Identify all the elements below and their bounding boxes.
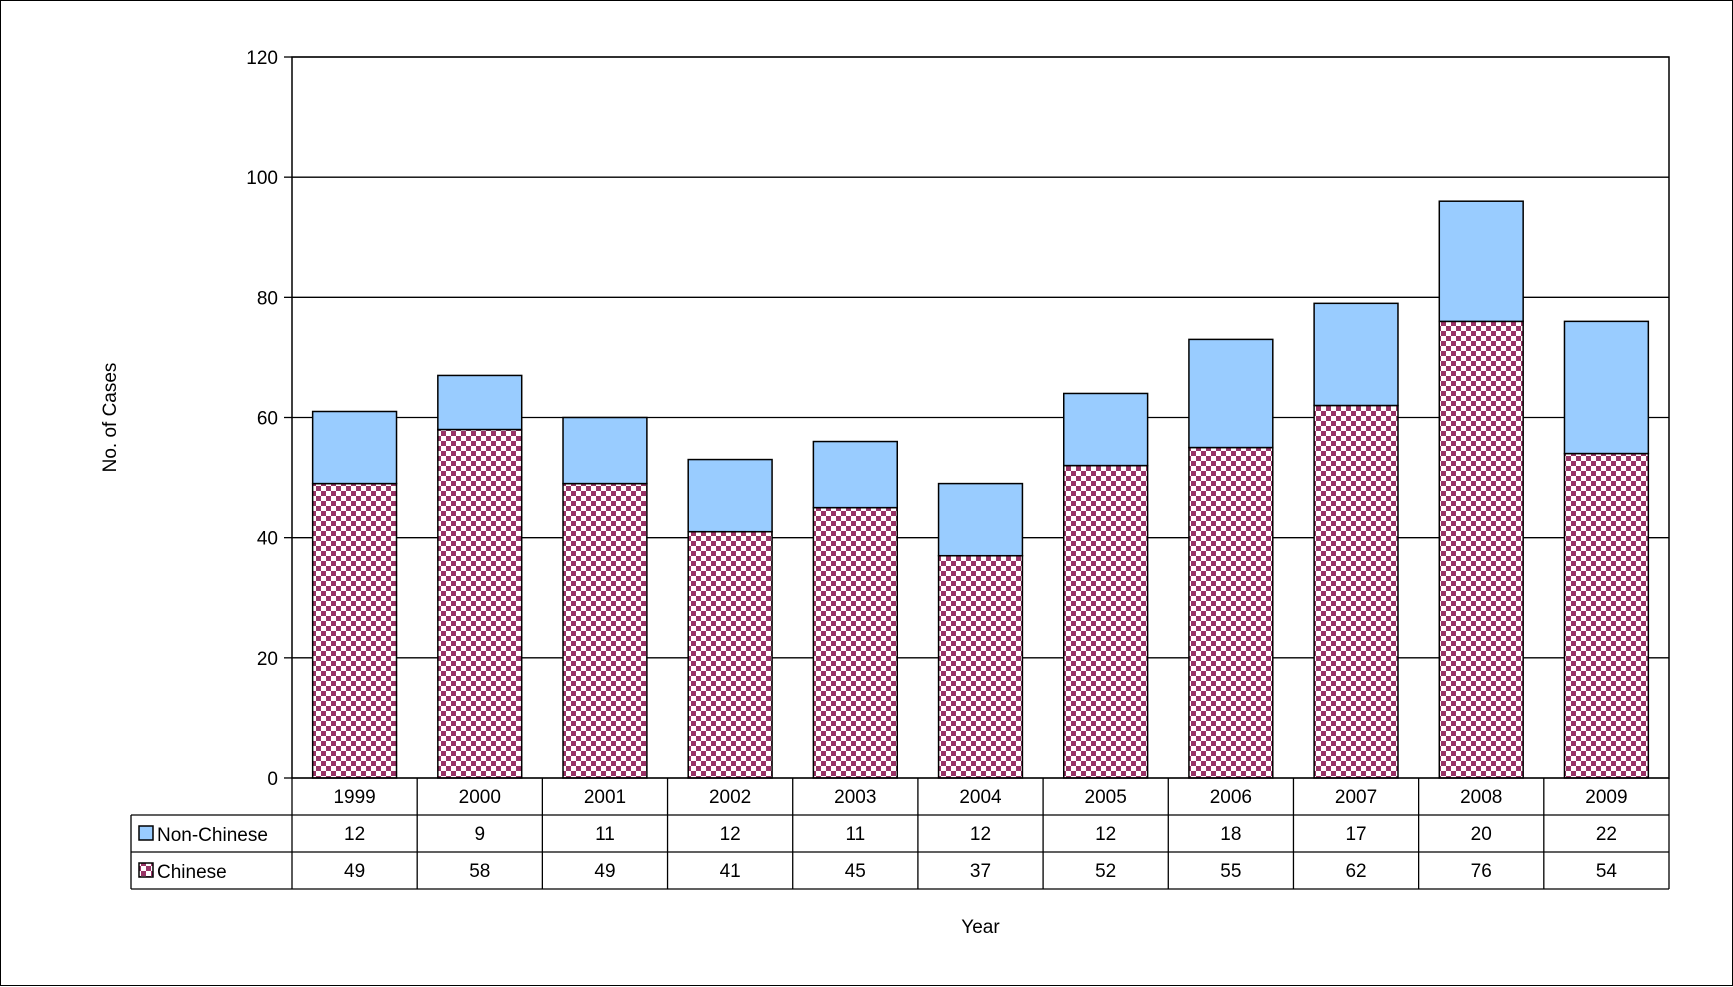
bar-chinese-2001 bbox=[562, 482, 648, 779]
data-label-chinese: 49 bbox=[344, 861, 365, 882]
data-label-non-chinese: 17 bbox=[1345, 824, 1366, 845]
data-label-non-chinese: 12 bbox=[344, 824, 365, 845]
y-axis: 0 20 40 60 80 100 120 bbox=[246, 48, 292, 790]
data-label-chinese: 52 bbox=[1095, 861, 1116, 882]
legend-key-non-chinese bbox=[138, 825, 154, 841]
bar-non-chinese-2005 bbox=[1062, 392, 1149, 467]
bar-non-chinese-2009 bbox=[1563, 320, 1650, 455]
x-tick-label: 2004 bbox=[959, 787, 1002, 808]
x-tick-label: 1999 bbox=[333, 787, 375, 808]
x-tick-label: 2006 bbox=[1210, 787, 1252, 808]
data-label-chinese: 58 bbox=[469, 861, 490, 882]
data-label-chinese: 55 bbox=[1220, 861, 1241, 882]
bar-chinese-2009 bbox=[1563, 452, 1650, 779]
data-label-chinese: 49 bbox=[594, 861, 615, 882]
data-label-chinese: 76 bbox=[1471, 861, 1492, 882]
data-label-non-chinese: 22 bbox=[1596, 824, 1617, 845]
bar-non-chinese-2008 bbox=[1438, 200, 1524, 323]
bar-chinese-2008 bbox=[1438, 320, 1524, 779]
x-axis-title: Year bbox=[961, 917, 1000, 938]
y-tick-label: 40 bbox=[257, 529, 278, 550]
data-label-non-chinese: 12 bbox=[720, 824, 741, 845]
data-label-non-chinese: 18 bbox=[1220, 824, 1241, 845]
x-tick-label: 2003 bbox=[834, 787, 876, 808]
x-tick-label: 2002 bbox=[709, 787, 751, 808]
bar-non-chinese-2004 bbox=[937, 482, 1024, 557]
x-tick-label: 2009 bbox=[1585, 787, 1627, 808]
bar-chinese-1999 bbox=[311, 482, 398, 779]
data-table: 1999 2000 2001 2002 2003 2004 2005 2006 2007 2008… bbox=[130, 777, 1670, 890]
legend-label: Chinese bbox=[157, 862, 227, 883]
y-tick-label: 120 bbox=[246, 48, 278, 69]
data-label-non-chinese: 12 bbox=[970, 824, 991, 845]
x-tick-label: 2000 bbox=[459, 787, 501, 808]
y-axis-title: No. of Cases bbox=[100, 363, 121, 473]
data-label-non-chinese: 11 bbox=[595, 824, 615, 845]
bar-chinese-2007 bbox=[1313, 404, 1399, 779]
bar-chinese-2002 bbox=[687, 530, 773, 779]
bar-non-chinese-2001 bbox=[562, 416, 648, 485]
y-tick-label: 60 bbox=[257, 409, 278, 430]
bar-chinese-2000 bbox=[437, 428, 523, 779]
y-tick-label: 80 bbox=[257, 288, 278, 309]
data-label-chinese: 37 bbox=[970, 861, 991, 882]
data-label-chinese: 62 bbox=[1345, 861, 1366, 882]
data-label-non-chinese: 12 bbox=[1095, 824, 1116, 845]
bars bbox=[311, 200, 1650, 779]
bar-non-chinese-2000 bbox=[437, 374, 523, 431]
y-tick-label: 20 bbox=[257, 649, 278, 670]
bar-non-chinese-2003 bbox=[812, 440, 899, 509]
bar-non-chinese-2007 bbox=[1313, 302, 1399, 407]
x-tick-label: 2007 bbox=[1335, 787, 1377, 808]
y-tick-label: 100 bbox=[246, 168, 278, 189]
data-label-non-chinese: 9 bbox=[474, 824, 485, 845]
bar-chinese-2005 bbox=[1062, 464, 1149, 779]
legend-key-chinese bbox=[138, 862, 154, 878]
bar-chinese-2006 bbox=[1188, 446, 1274, 779]
bar-chinese-2003 bbox=[812, 506, 899, 779]
bar-non-chinese-2002 bbox=[687, 458, 773, 533]
bar-non-chinese-2006 bbox=[1188, 338, 1274, 449]
x-tick-label: 2001 bbox=[584, 787, 626, 808]
bar-chinese-2004 bbox=[937, 554, 1024, 779]
x-tick-label: 2005 bbox=[1085, 787, 1127, 808]
data-label-non-chinese: 11 bbox=[845, 824, 865, 845]
x-tick-label: 2008 bbox=[1460, 787, 1502, 808]
data-label-chinese: 54 bbox=[1596, 861, 1618, 882]
legend-label: Non-Chinese bbox=[157, 825, 268, 846]
data-label-chinese: 45 bbox=[845, 861, 866, 882]
data-label-non-chinese: 20 bbox=[1471, 824, 1492, 845]
y-tick-label: 0 bbox=[267, 769, 278, 790]
data-label-chinese: 41 bbox=[720, 861, 741, 882]
bar-non-chinese-1999 bbox=[311, 410, 398, 485]
